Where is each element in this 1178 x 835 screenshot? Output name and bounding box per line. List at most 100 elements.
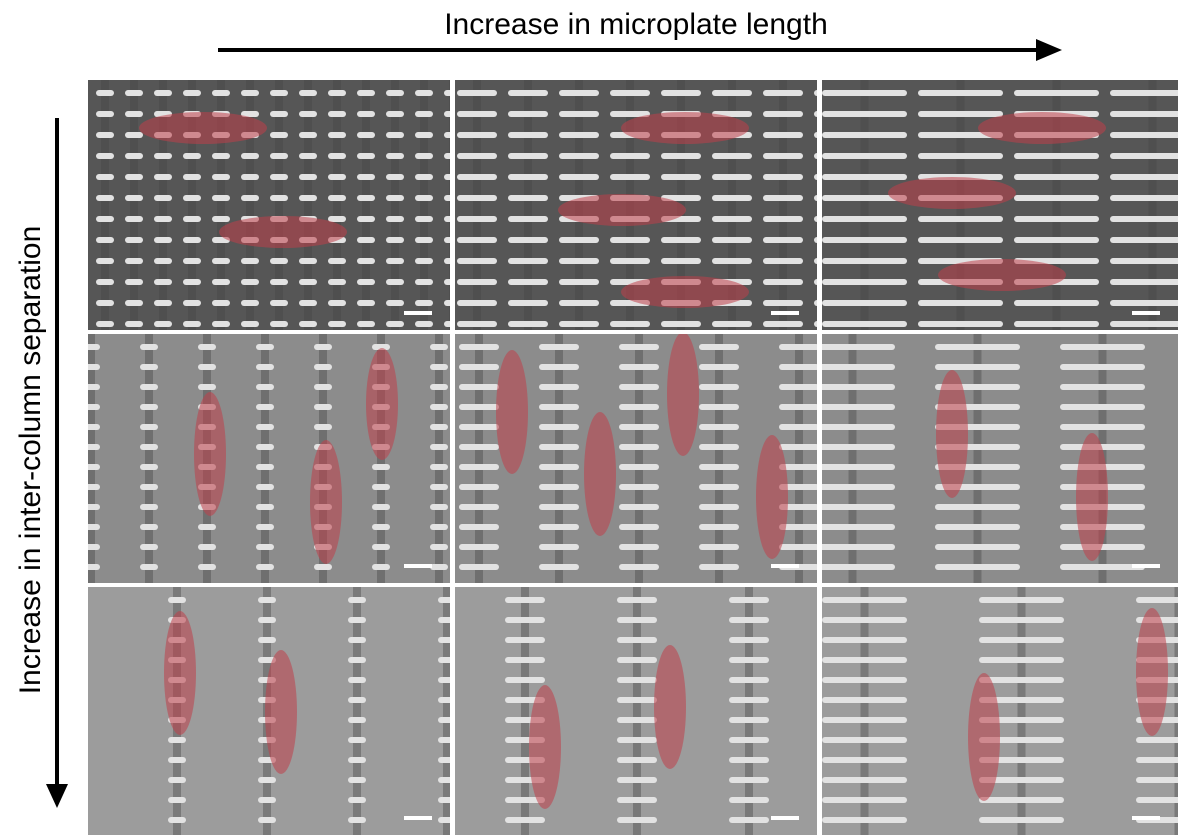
microplate xyxy=(539,444,579,450)
microplate xyxy=(82,364,100,370)
microplate xyxy=(539,484,579,490)
microplate xyxy=(183,216,201,222)
microplate xyxy=(386,111,404,117)
microplate xyxy=(763,258,803,264)
microplate xyxy=(96,195,114,201)
microplate xyxy=(1014,90,1099,96)
microplate xyxy=(457,195,497,201)
microplate xyxy=(1060,344,1145,350)
microplate xyxy=(270,111,288,117)
microplate xyxy=(270,90,288,96)
microplate xyxy=(258,637,276,643)
microplate xyxy=(763,300,803,306)
microplate xyxy=(810,344,895,350)
scale-bar xyxy=(1132,564,1160,568)
microplate xyxy=(258,617,276,623)
figure: Increase in microplate length Increase i… xyxy=(0,0,1178,835)
microplate xyxy=(459,504,499,510)
microplate xyxy=(438,817,456,823)
microplate xyxy=(617,657,657,663)
microplate xyxy=(430,544,448,550)
microplate xyxy=(386,195,404,201)
microplate xyxy=(314,384,332,390)
column-shadow xyxy=(524,80,532,330)
microplate xyxy=(763,132,803,138)
microplate xyxy=(459,344,499,350)
microplate xyxy=(610,321,650,327)
column-shadow xyxy=(333,80,341,330)
microplate xyxy=(457,153,497,159)
microplate xyxy=(256,564,274,570)
microplate xyxy=(96,279,114,285)
microplate xyxy=(810,444,895,450)
microplate xyxy=(348,697,366,703)
microplate xyxy=(699,464,739,470)
microplate xyxy=(125,279,143,285)
microplate xyxy=(256,524,274,530)
microplate xyxy=(617,697,657,703)
microplate xyxy=(619,364,659,370)
microplate xyxy=(415,174,433,180)
microplate xyxy=(125,321,143,327)
microplate xyxy=(617,757,657,763)
highlight xyxy=(667,332,699,456)
microplate xyxy=(459,564,499,570)
microplate xyxy=(559,111,599,117)
microplate xyxy=(729,797,769,803)
microplate xyxy=(183,300,201,306)
microplate xyxy=(256,344,274,350)
microplate xyxy=(505,617,545,623)
highlight xyxy=(265,650,297,774)
microplate xyxy=(779,384,819,390)
microplate xyxy=(348,657,366,663)
column-shadow xyxy=(101,80,109,330)
microplate xyxy=(459,544,499,550)
microplate xyxy=(438,737,456,743)
microplate xyxy=(96,90,114,96)
microplate xyxy=(1060,364,1145,370)
microplate xyxy=(712,90,752,96)
microplate xyxy=(619,504,659,510)
microplate xyxy=(712,258,752,264)
microplate xyxy=(372,524,390,530)
microplate xyxy=(183,174,201,180)
microplate xyxy=(935,524,1020,530)
microplate xyxy=(559,258,599,264)
microplate xyxy=(1060,424,1145,430)
highlight xyxy=(978,112,1106,144)
microplate xyxy=(348,597,366,603)
microplate xyxy=(125,195,143,201)
microplate xyxy=(822,174,907,180)
microplate xyxy=(270,153,288,159)
microplate xyxy=(810,424,895,430)
microplate xyxy=(763,279,803,285)
microplate xyxy=(457,258,497,264)
microplate xyxy=(183,90,201,96)
microplate xyxy=(314,424,332,430)
microplate xyxy=(457,321,497,327)
microplate xyxy=(935,544,1020,550)
microplate xyxy=(140,544,158,550)
sem-panel xyxy=(88,80,491,330)
microplate xyxy=(82,484,100,490)
microplate xyxy=(457,216,497,222)
microplate xyxy=(539,384,579,390)
microplate xyxy=(539,364,579,370)
microplate xyxy=(386,90,404,96)
microplate xyxy=(212,258,230,264)
microplate xyxy=(357,258,375,264)
microplate xyxy=(822,237,907,243)
microplate xyxy=(357,90,375,96)
microplate xyxy=(168,737,186,743)
microplate xyxy=(539,464,579,470)
microplate xyxy=(430,484,448,490)
microplate xyxy=(729,657,769,663)
microplate xyxy=(314,564,332,570)
microplate xyxy=(810,464,895,470)
microplate xyxy=(314,404,332,410)
highlight xyxy=(1076,433,1108,561)
microplate xyxy=(140,504,158,510)
microplate xyxy=(822,757,907,763)
microplate xyxy=(918,216,1003,222)
microplate xyxy=(617,817,657,823)
